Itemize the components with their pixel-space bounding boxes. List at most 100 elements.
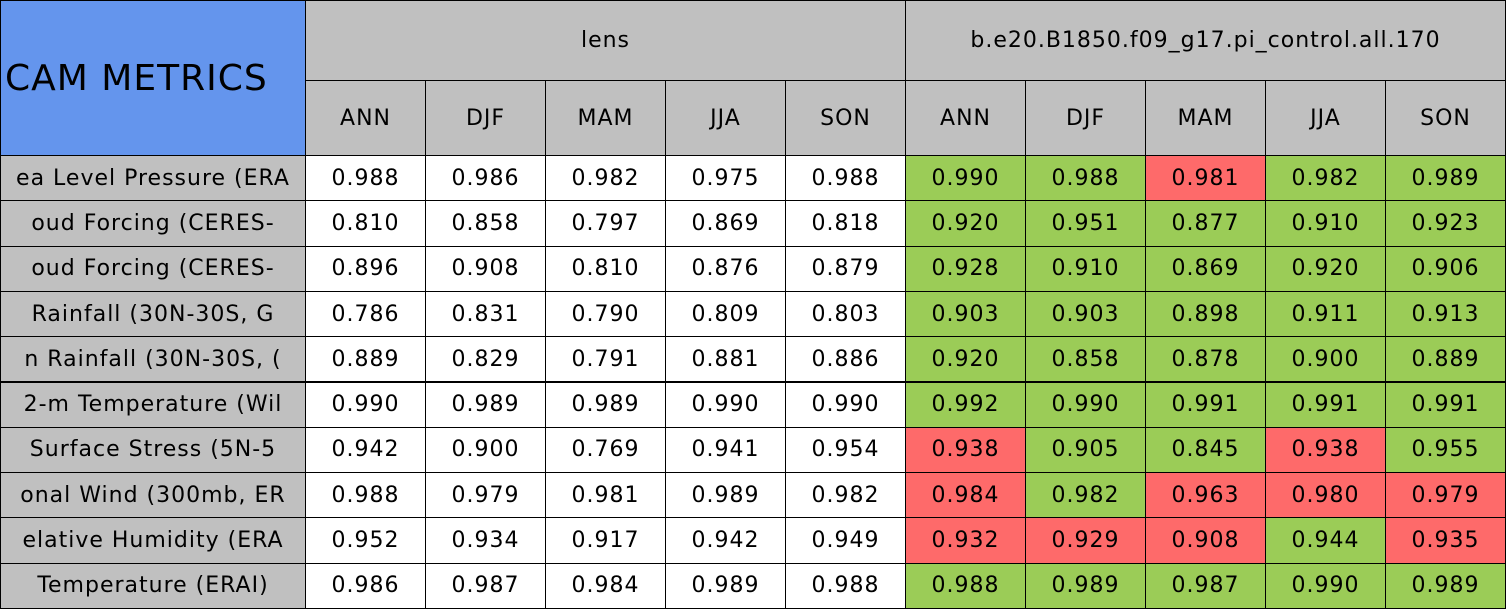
value-cell: 0.987 (1145, 562, 1266, 609)
value-cell: 0.831 (425, 290, 546, 338)
value-cell: 0.889 (1385, 336, 1506, 383)
row-label: 2-m Temperature (Wil (0, 381, 306, 428)
value-cell: 0.989 (1385, 155, 1506, 202)
value-cell: 0.869 (665, 200, 786, 247)
row-label: oud Forcing (CERES- (0, 200, 306, 247)
value-cell: 0.984 (905, 472, 1026, 519)
value-cell: 0.951 (1025, 200, 1146, 247)
value-cell: 0.988 (905, 562, 1026, 609)
value-cell: 0.769 (545, 426, 666, 474)
value-cell: 0.955 (1385, 426, 1506, 474)
value-cell: 0.786 (305, 290, 426, 338)
value-cell: 0.905 (1025, 426, 1146, 474)
value-cell: 0.908 (425, 245, 546, 292)
value-cell: 0.990 (905, 155, 1026, 202)
value-cell: 0.989 (1025, 562, 1146, 609)
value-cell: 0.876 (665, 245, 786, 292)
value-cell: 0.952 (305, 517, 426, 564)
value-cell: 0.982 (545, 155, 666, 202)
value-cell: 0.858 (425, 200, 546, 247)
value-cell: 0.938 (905, 426, 1026, 474)
group-header: b.e20.B1850.f09_g17.pi_control.all.170 (905, 0, 1506, 81)
value-cell: 0.928 (905, 245, 1026, 292)
value-cell: 0.906 (1385, 245, 1506, 292)
season-header: SON (1385, 80, 1506, 156)
season-header: JJA (1265, 80, 1386, 156)
value-cell: 0.810 (305, 200, 426, 247)
value-cell: 0.910 (1025, 245, 1146, 292)
value-cell: 0.929 (1025, 517, 1146, 564)
row-label: Temperature (ERAI) (0, 562, 306, 609)
value-cell: 0.910 (1265, 200, 1386, 247)
value-cell: 0.917 (545, 517, 666, 564)
value-cell: 0.975 (665, 155, 786, 202)
value-cell: 0.981 (1145, 155, 1266, 202)
value-cell: 0.949 (785, 517, 906, 564)
value-cell: 0.810 (545, 245, 666, 292)
value-cell: 0.877 (1145, 200, 1266, 247)
row-label: oud Forcing (CERES- (0, 245, 306, 292)
value-cell: 0.898 (1145, 290, 1266, 338)
value-cell: 0.913 (1385, 290, 1506, 338)
value-cell: 0.886 (785, 336, 906, 383)
season-header: JJA (665, 80, 786, 156)
value-cell: 0.990 (1025, 381, 1146, 428)
value-cell: 0.990 (785, 381, 906, 428)
row-label: Surface Stress (5N-5 (0, 426, 306, 474)
value-cell: 0.954 (785, 426, 906, 474)
value-cell: 0.920 (905, 200, 1026, 247)
value-cell: 0.988 (785, 562, 906, 609)
value-cell: 0.879 (785, 245, 906, 292)
value-cell: 0.990 (305, 381, 426, 428)
value-cell: 0.984 (545, 562, 666, 609)
value-cell: 0.934 (425, 517, 546, 564)
row-label: onal Wind (300mb, ER (0, 472, 306, 519)
value-cell: 0.935 (1385, 517, 1506, 564)
value-cell: 0.896 (305, 245, 426, 292)
value-cell: 0.829 (425, 336, 546, 383)
value-cell: 0.944 (1265, 517, 1386, 564)
season-header: DJF (1025, 80, 1146, 156)
season-header: ANN (305, 80, 426, 156)
value-cell: 0.869 (1145, 245, 1266, 292)
value-cell: 0.990 (665, 381, 786, 428)
group-header: lens (305, 0, 906, 81)
value-cell: 0.986 (305, 562, 426, 609)
value-cell: 0.923 (1385, 200, 1506, 247)
value-cell: 0.982 (1265, 155, 1386, 202)
value-cell: 0.989 (1385, 562, 1506, 609)
value-cell: 0.991 (1265, 381, 1386, 428)
value-cell: 0.809 (665, 290, 786, 338)
row-label: elative Humidity (ERA (0, 517, 306, 564)
value-cell: 0.982 (1025, 472, 1146, 519)
value-cell: 0.903 (1025, 290, 1146, 338)
season-header: ANN (905, 80, 1026, 156)
value-cell: 0.987 (425, 562, 546, 609)
value-cell: 0.791 (545, 336, 666, 383)
value-cell: 0.989 (425, 381, 546, 428)
value-cell: 0.938 (1265, 426, 1386, 474)
title-cell: CAM METRICS (0, 0, 306, 156)
value-cell: 0.991 (1385, 381, 1506, 428)
value-cell: 0.942 (305, 426, 426, 474)
value-cell: 0.920 (905, 336, 1026, 383)
value-cell: 0.932 (905, 517, 1026, 564)
season-header: MAM (545, 80, 666, 156)
value-cell: 0.858 (1025, 336, 1146, 383)
value-cell: 0.988 (785, 155, 906, 202)
value-cell: 0.920 (1265, 245, 1386, 292)
value-cell: 0.989 (665, 562, 786, 609)
value-cell: 0.979 (425, 472, 546, 519)
season-header: MAM (1145, 80, 1266, 156)
value-cell: 0.963 (1145, 472, 1266, 519)
value-cell: 0.797 (545, 200, 666, 247)
value-cell: 0.911 (1265, 290, 1386, 338)
value-cell: 0.988 (305, 472, 426, 519)
value-cell: 0.980 (1265, 472, 1386, 519)
value-cell: 0.982 (785, 472, 906, 519)
value-cell: 0.908 (1145, 517, 1266, 564)
value-cell: 0.990 (1265, 562, 1386, 609)
value-cell: 0.989 (545, 381, 666, 428)
value-cell: 0.900 (425, 426, 546, 474)
